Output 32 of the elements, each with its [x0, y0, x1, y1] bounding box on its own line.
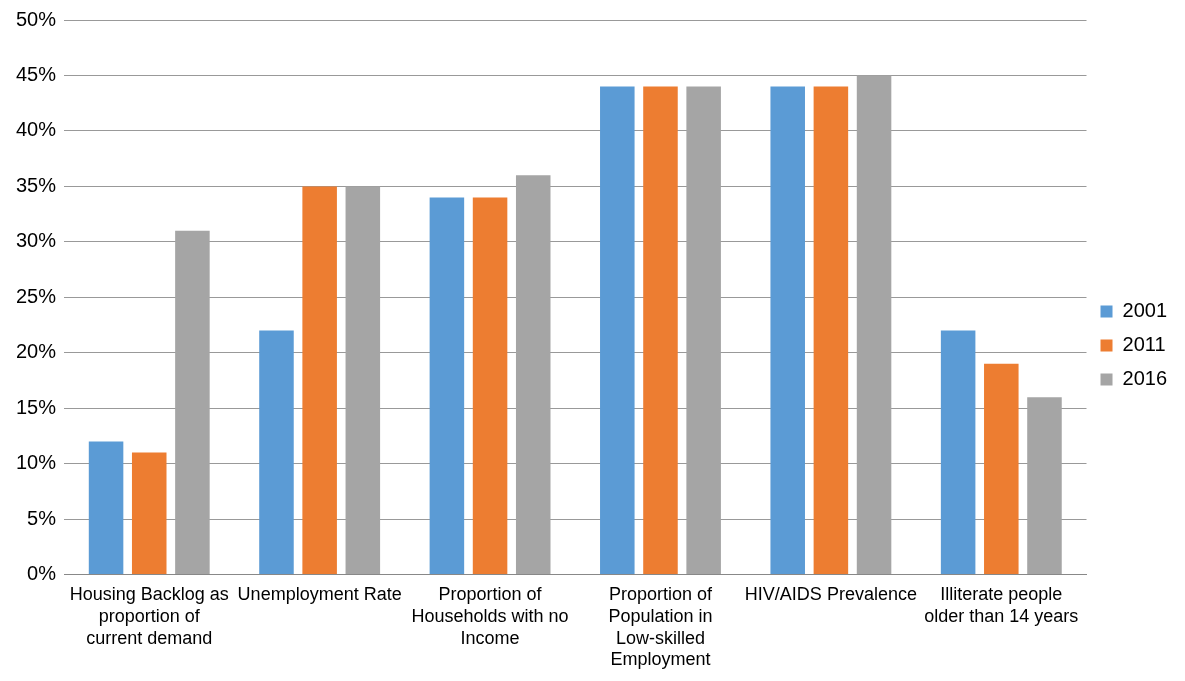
bar	[600, 86, 635, 575]
bar	[88, 441, 124, 575]
y-tick-label: 25%	[16, 284, 57, 307]
y-tick-label: 35%	[16, 173, 57, 196]
x-tick-label: Proportion of Households with no Income	[411, 584, 569, 648]
y-tick-label: 10%	[16, 451, 57, 474]
bar	[643, 86, 678, 575]
y-tick-label: 20%	[16, 340, 57, 363]
y-tick-label: 50%	[16, 7, 57, 30]
legend-label: 2016	[1122, 367, 1168, 390]
x-tick-label: Housing Backlog as proportion of current demand	[69, 584, 229, 648]
legend-label: 2011	[1122, 333, 1166, 356]
bar	[984, 363, 1019, 575]
bar	[940, 330, 976, 575]
y-tick-label: 15%	[16, 395, 57, 418]
x-tick-label: HIV/AIDS Prevalence	[744, 584, 917, 605]
legend-label: 2001	[1122, 299, 1168, 322]
bar	[259, 330, 294, 575]
y-tick-label: 5%	[27, 506, 57, 529]
bar	[770, 86, 805, 575]
bar	[813, 86, 849, 575]
bar	[472, 197, 508, 575]
y-tick-label: 45%	[16, 62, 57, 85]
y-tick-label: 0%	[27, 562, 57, 585]
y-tick-label: 30%	[16, 229, 57, 252]
bar	[302, 186, 337, 575]
x-tick-label: Illiterate people older than 14 years	[924, 584, 1079, 626]
bar	[429, 197, 465, 575]
y-tick-label: 40%	[16, 118, 57, 141]
x-tick-label: Unemployment Rate	[237, 584, 402, 605]
x-tick-label: Proportion of Population in Low-skilled Employment	[608, 584, 713, 670]
bar	[131, 452, 167, 575]
